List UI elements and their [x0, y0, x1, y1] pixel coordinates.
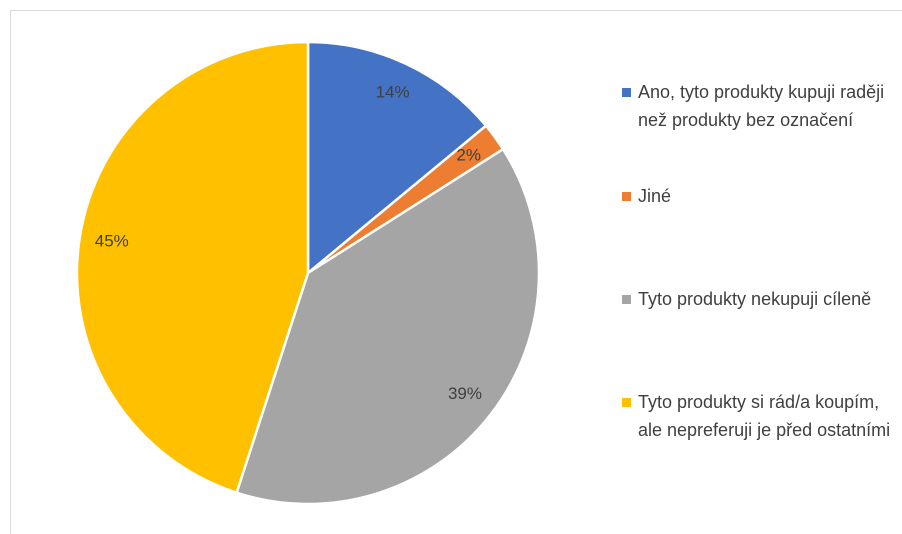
legend-swatch — [622, 398, 631, 407]
legend-label: Tyto produkty nekupuji cíleně — [638, 289, 872, 309]
legend-item: Jiné — [622, 182, 892, 210]
data-label: 2% — [456, 146, 481, 165]
data-label: 14% — [376, 83, 410, 102]
chart-frame — [10, 10, 902, 534]
legend-label: Jiné — [638, 186, 672, 206]
pie-slice — [75, 40, 310, 495]
pie-slice — [235, 147, 541, 506]
legend-swatch — [622, 192, 631, 201]
legend-item: Tyto produkty nekupuji cíleně — [622, 285, 892, 313]
legend-item: Tyto produkty si rád/a koupím, ale nepre… — [622, 388, 892, 444]
data-label: 39% — [448, 384, 482, 403]
legend-label: Ano, tyto produkty kupuji raději než pro… — [638, 82, 885, 130]
data-label: 45% — [95, 231, 129, 250]
legend-swatch — [622, 88, 631, 97]
legend-item: Ano, tyto produkty kupuji raději než pro… — [622, 78, 892, 134]
legend-swatch — [622, 295, 631, 304]
legend-label: Tyto produkty si rád/a koupím, ale nepre… — [638, 392, 891, 440]
pie-slice — [306, 40, 488, 276]
